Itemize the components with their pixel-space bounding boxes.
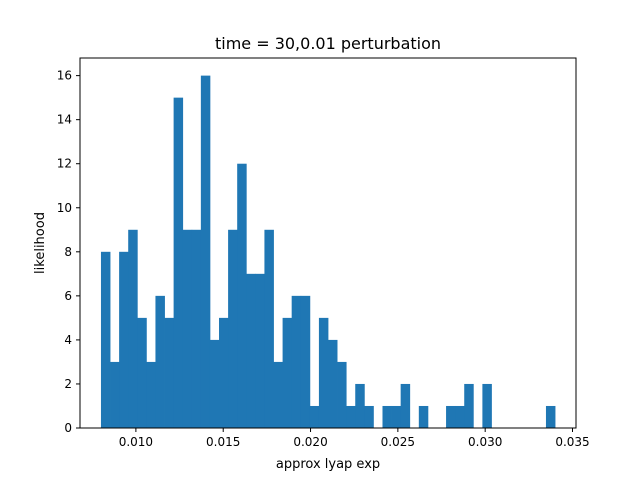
histogram-bar [455, 405, 465, 428]
histogram-bar [219, 317, 229, 428]
histogram-bar [382, 405, 392, 428]
histogram-bar [146, 361, 156, 428]
histogram-bar [545, 405, 556, 428]
x-tick-label: 0.025 [381, 435, 415, 449]
y-tick-label: 6 [64, 289, 72, 303]
y-tick-label: 4 [64, 333, 72, 347]
histogram-bar [137, 317, 147, 428]
histogram-bar [391, 405, 402, 428]
histogram-bar [228, 229, 238, 428]
y-tick-label: 2 [64, 377, 72, 391]
plot-frame [79, 57, 577, 429]
x-axis-ticks: 0.010 0.015 0.020 0.025 0.030 0.035 [119, 428, 590, 449]
histogram-bar [291, 295, 302, 428]
histogram-bar [100, 251, 111, 428]
y-axis-ticks: 0 2 4 6 8 10 12 14 16 [57, 69, 80, 435]
histogram-bar [255, 273, 265, 428]
y-tick-label: 12 [57, 157, 72, 171]
y-tick-label: 8 [64, 245, 72, 259]
histogram-bar [418, 405, 429, 428]
histogram-bar [209, 339, 220, 428]
x-tick-label: 0.010 [119, 435, 153, 449]
histogram-bar [182, 229, 193, 428]
histogram-bar [173, 97, 184, 429]
histogram-bar [246, 273, 256, 428]
histogram-bar [309, 405, 320, 428]
histogram-bar [482, 383, 492, 428]
histogram-bar [346, 405, 356, 428]
histogram-bar [119, 251, 129, 428]
x-axis-label: approx lyap exp [276, 457, 380, 472]
histogram-bars [100, 75, 556, 429]
y-tick-label: 16 [57, 69, 72, 83]
histogram-bar [164, 317, 175, 428]
y-tick-label: 14 [57, 113, 72, 127]
x-tick-label: 0.015 [206, 435, 240, 449]
y-axis-label: likelihood [33, 212, 48, 274]
chart-title: time = 30,0.01 perturbation [215, 34, 441, 53]
histogram-bar [318, 317, 329, 428]
histogram-bar [155, 295, 165, 428]
histogram-bar [400, 383, 411, 428]
histogram-bar [273, 361, 283, 428]
histogram-bar [110, 361, 120, 428]
histogram-bar [328, 339, 338, 428]
histogram-bar [300, 295, 311, 428]
histogram-bar [464, 383, 474, 428]
histogram-bar [282, 317, 293, 428]
y-tick-label: 10 [57, 201, 72, 215]
histogram-bar [355, 383, 365, 428]
histogram-bar [364, 405, 374, 428]
x-tick-label: 0.035 [555, 435, 589, 449]
histogram-bar [264, 229, 274, 428]
histogram-bar [446, 405, 456, 428]
x-tick-label: 0.020 [293, 435, 327, 449]
histogram-bar [337, 361, 347, 428]
histogram-bar [191, 229, 202, 428]
histogram-bar [200, 75, 211, 428]
histogram-bar [128, 229, 138, 428]
histogram-bar [237, 163, 247, 428]
x-tick-label: 0.030 [468, 435, 502, 449]
y-tick-label: 0 [64, 421, 72, 435]
